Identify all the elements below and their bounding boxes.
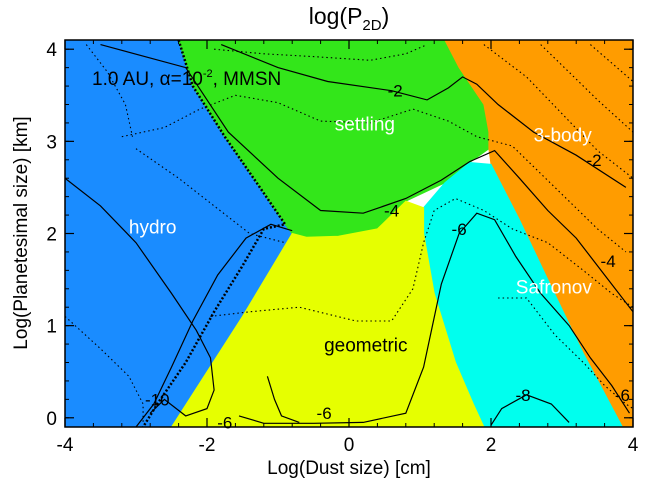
contour-line-dotted-14 xyxy=(483,44,633,179)
region-label-settling: settling xyxy=(335,114,395,135)
contour-line-solid-4 xyxy=(65,177,215,417)
contours-layer xyxy=(65,40,633,427)
region-geometric xyxy=(170,200,485,427)
y-tick-label-0: 0 xyxy=(46,409,57,430)
x-axis-label: Log(Dust size) [cm] xyxy=(267,458,431,479)
region-boundary-serrated xyxy=(142,40,288,427)
contour-line-solid-5 xyxy=(266,376,300,423)
contour-label-3: -4 xyxy=(601,252,616,271)
run-annotation: 1.0 AU, α=10-2, MMSN xyxy=(92,68,281,90)
x-tick-label-2: 0 xyxy=(344,435,355,456)
x-tick-label-4: 4 xyxy=(628,435,639,456)
x-tick-label-1: -2 xyxy=(199,435,216,456)
region-label-hydro: hydro xyxy=(129,218,177,239)
x-tick-label-3: 2 xyxy=(486,435,497,456)
annotation-suffix: , MMSN xyxy=(213,69,282,90)
contour-label-8: -8 xyxy=(515,386,530,405)
contour-line-solid-1 xyxy=(100,44,633,313)
contour-label-5: -6 xyxy=(615,386,630,405)
regions-layer xyxy=(65,40,633,427)
contour-label-2: -4 xyxy=(384,202,399,221)
y-tick-label-3: 3 xyxy=(46,132,57,153)
region-labels-layer: hydro settling 3-body Safronov geometric xyxy=(129,114,592,356)
alpha-exponent: -2 xyxy=(203,68,213,80)
contour-label-0: -2 xyxy=(388,82,403,101)
contour-label-4: -6 xyxy=(452,220,467,239)
contour-line-dotted-9 xyxy=(135,148,286,244)
y-tick-label-4: 4 xyxy=(46,40,57,61)
chart-title: log(P2D) xyxy=(309,3,390,34)
contour-line-solid-2 xyxy=(238,212,631,424)
y-axis-label: Log(Planetesimal size) [km] xyxy=(11,116,32,349)
contour-line-dotted-13 xyxy=(498,297,633,410)
contour-label-7: -6 xyxy=(317,404,332,423)
contour-line-dotted-10 xyxy=(210,197,633,322)
y-tick-label-2: 2 xyxy=(46,225,57,246)
annotation-prefix: 1.0 AU, xyxy=(92,69,160,90)
contour-line-dotted-11 xyxy=(65,315,144,423)
contour-line-dotted-15 xyxy=(540,44,633,133)
chart-title-main: log(P xyxy=(309,3,363,29)
chart-title-subscript: 2D xyxy=(362,17,381,34)
region-label-safronov: Safronov xyxy=(516,277,593,298)
chart-title-close: ) xyxy=(382,3,390,29)
contour-label-9: -10 xyxy=(145,390,170,409)
contour-line-solid-6 xyxy=(135,223,293,427)
contour-line-solid-3 xyxy=(490,394,570,426)
contour-line-dotted-7 xyxy=(214,44,428,61)
y-tick-label-1: 1 xyxy=(46,317,57,338)
alpha-symbol: α xyxy=(160,69,171,90)
contour-label-6: -6 xyxy=(217,413,232,432)
alpha-value: =10 xyxy=(171,69,203,90)
region-label-3-body: 3-body xyxy=(534,125,593,146)
contour-label-1: -2 xyxy=(586,151,601,170)
contour-line-solid-0 xyxy=(220,44,627,188)
contour-line-dotted-8 xyxy=(121,94,627,253)
region-label-geometric: geometric xyxy=(324,335,407,356)
x-tick-label-0: -4 xyxy=(57,435,74,456)
ticks-layer: -4 -2 0 2 4 0 1 2 3 4 xyxy=(46,40,639,456)
contour-line-dotted-16 xyxy=(590,44,633,82)
